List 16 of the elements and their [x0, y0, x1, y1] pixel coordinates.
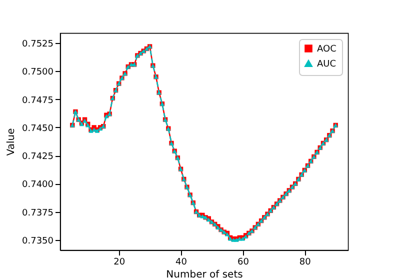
legend-label: AOC: [317, 44, 336, 54]
x-tick-label: 20: [114, 258, 126, 268]
y-tick-label: 0.7525: [22, 40, 54, 50]
y-tick-label: 0.7400: [22, 180, 54, 190]
x-tick-label: 60: [237, 258, 250, 268]
y-tick-label: 0.7475: [22, 96, 54, 106]
y-tick-label: 0.7500: [22, 68, 54, 78]
y-axis-title: Value: [6, 128, 18, 156]
y-tick-label: 0.7375: [22, 208, 54, 218]
x-tick-label: 40: [176, 258, 188, 268]
x-axis-title: Number of sets: [166, 270, 243, 280]
y-tick-label: 0.7425: [22, 152, 54, 162]
legend-label: AUC: [317, 60, 336, 70]
y-tick-label: 0.7350: [22, 236, 54, 246]
y-tick-label: 0.7450: [22, 124, 54, 134]
x-tick-label: 80: [299, 258, 312, 268]
